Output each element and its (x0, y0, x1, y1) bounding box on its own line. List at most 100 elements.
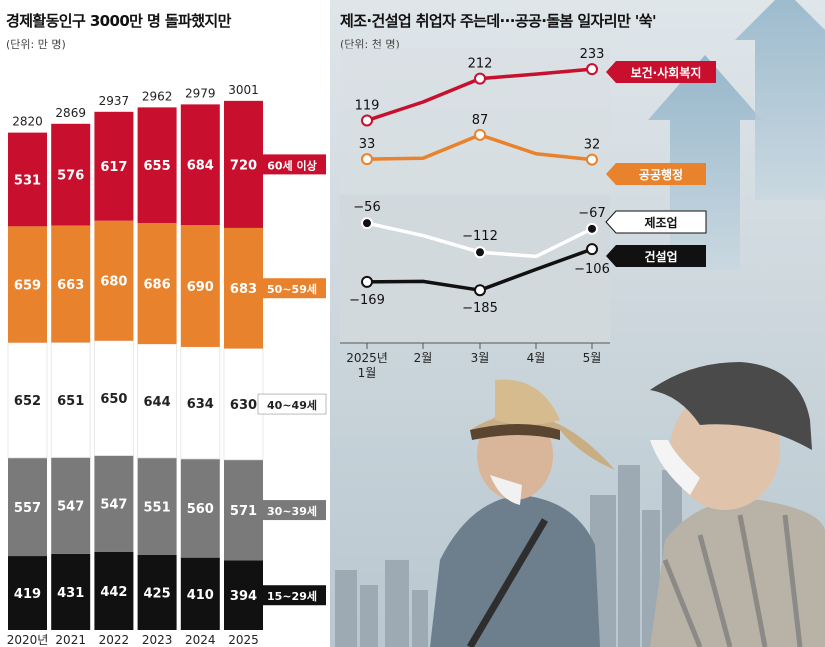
data-label: −169 (349, 293, 385, 308)
legend-label: 60세 이상 (267, 158, 317, 172)
bar-segment (180, 458, 220, 558)
bar-segment (51, 457, 91, 554)
bar-value-label: 431 (57, 586, 84, 601)
bar-total-label: 2869 (55, 106, 86, 120)
bar-value-label: 652 (14, 394, 41, 409)
bar-segment (180, 557, 220, 630)
bar-value-label: 531 (14, 173, 41, 188)
data-label: −67 (578, 206, 605, 221)
bar-value-label: 394 (230, 589, 257, 604)
x-tick-label: 2023 (142, 633, 173, 647)
line-chart: 119 212 233 보건·사회복지 33 87 32 공공행정 −56 −112 −67 제조업 −… (340, 47, 716, 380)
bar-value-label: 547 (57, 500, 84, 515)
bar-value-label: 551 (144, 500, 171, 515)
legend-tag (258, 500, 326, 521)
legend-tag (258, 154, 326, 175)
bar-total-label: 2979 (185, 86, 216, 100)
bar-value-label: 560 (187, 502, 214, 517)
bar-segment (224, 459, 263, 561)
bar-value-label: 651 (57, 394, 84, 409)
data-label: 87 (472, 113, 489, 128)
bar-segment (223, 347, 264, 461)
bar-segment (224, 100, 263, 228)
bar-value-label: 686 (144, 278, 171, 293)
data-point (361, 275, 373, 288)
data-point (586, 153, 598, 166)
legend-label: 40~49세 (267, 398, 317, 412)
bar-value-label: 720 (230, 158, 257, 173)
series-tag (606, 61, 716, 83)
bar-total-label: 2937 (99, 94, 130, 108)
data-label: 119 (355, 98, 380, 113)
data-point (586, 63, 598, 76)
bar-value-label: 690 (187, 280, 214, 295)
legend-tag (258, 585, 326, 606)
data-label: 233 (580, 47, 605, 62)
data-point (474, 128, 486, 141)
series-tag (606, 163, 706, 185)
bar-value-label: 410 (187, 588, 214, 603)
bar-segment (180, 104, 220, 226)
bar-value-label: 557 (14, 501, 41, 516)
stacked-bar-chart: 419 557 652 659 531 2820 2020년 431 547 651 663 576 2… (0, 60, 330, 647)
bar-value-label: 617 (100, 160, 127, 175)
right-chart-title: 제조·건설업 취업자 주는데···공공·돌봄 일자리만 '쑥' (340, 12, 657, 30)
bar-segment (94, 111, 134, 221)
bar-value-label: 576 (57, 169, 84, 184)
bar-value-label: 644 (144, 395, 171, 410)
bar-segment (94, 220, 134, 341)
bar-value-label: 655 (144, 159, 171, 174)
bar-value-label: 425 (144, 586, 171, 601)
data-point (361, 114, 373, 127)
data-point (586, 243, 598, 256)
bar-segment (224, 560, 263, 630)
x-tick-label: 2025 (228, 633, 259, 647)
bar-value-label: 650 (100, 392, 127, 407)
bar-segment (51, 553, 91, 630)
bar-segment (8, 457, 47, 557)
data-point (361, 153, 373, 166)
series-tag (606, 245, 706, 267)
bar-segment (51, 123, 91, 226)
left-chart-unit: (단위: 만 명) (6, 38, 66, 51)
legend-label: 30~39세 (267, 504, 317, 518)
bar-segment (137, 554, 177, 630)
x-tick-label: 3월 (471, 351, 490, 365)
data-point (361, 217, 373, 230)
elderly-man-cap (650, 362, 825, 647)
legend-tag (258, 278, 326, 299)
data-label: 212 (468, 57, 493, 72)
data-label: −56 (353, 200, 380, 215)
bar-total-label: 3001 (228, 83, 259, 97)
bar-value-label: 683 (230, 282, 257, 297)
plot-area-lower (340, 195, 610, 343)
data-point (474, 246, 486, 259)
elderly-man-hat (430, 379, 615, 647)
legend-tag (257, 393, 327, 415)
x-tick-label: 4월 (527, 351, 546, 365)
x-tick-label: 2025년 (346, 351, 388, 365)
bar-total-label: 2962 (142, 89, 173, 103)
legend-label: 50~59세 (267, 282, 317, 296)
x-tick-label: 2021 (55, 633, 86, 647)
bar-segment (50, 341, 91, 458)
bar-segment (8, 226, 47, 343)
bar-value-label: 547 (100, 498, 127, 513)
bar-value-label: 663 (57, 278, 84, 293)
bar-value-label: 659 (14, 279, 41, 294)
data-label: 32 (584, 138, 601, 153)
x-tick-label: 2024 (185, 633, 216, 647)
bar-segment (93, 340, 134, 456)
x-tick-label: 1월 (358, 366, 377, 380)
bar-segment (94, 455, 134, 552)
bar-segment (224, 227, 263, 349)
series-tag (605, 210, 707, 234)
bar-value-label: 684 (187, 159, 214, 174)
series-tag-label: 공공행정 (639, 167, 683, 182)
left-chart-title: 경제활동인구 3000만 명 돌파했지만 (6, 12, 231, 30)
bar-segment (180, 225, 220, 347)
x-tick-label: 2월 (414, 351, 433, 365)
legend-label: 15~29세 (267, 589, 317, 603)
bar-value-label: 442 (100, 585, 127, 600)
